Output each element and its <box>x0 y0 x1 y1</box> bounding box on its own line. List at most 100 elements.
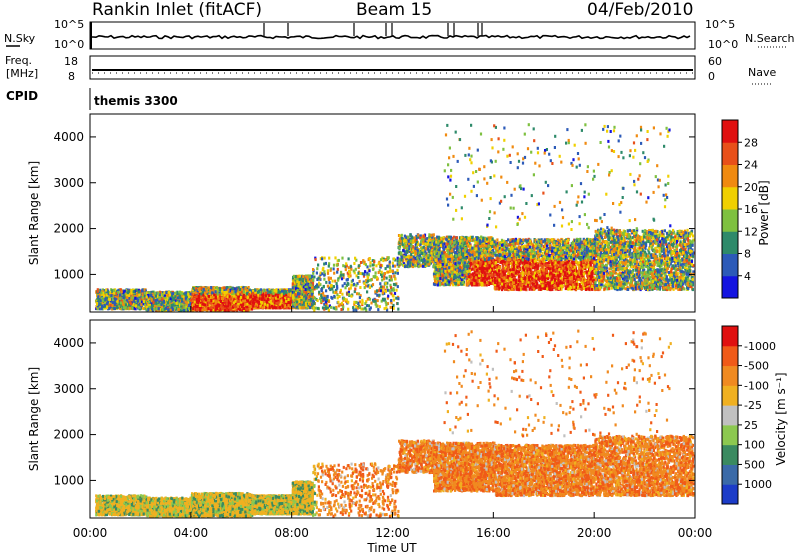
scatter-cell <box>270 300 272 303</box>
scatter-cell <box>187 299 189 302</box>
scatter-cell <box>215 296 217 299</box>
scatter-cell <box>196 309 198 312</box>
scatter-cell <box>112 301 114 304</box>
scatter-cell <box>262 306 264 309</box>
cpid-label: CPID <box>6 89 38 103</box>
scatter-cell <box>197 301 199 304</box>
scatter-cell <box>136 289 138 292</box>
scatter-cell <box>208 295 210 298</box>
scatter-cell <box>211 291 213 294</box>
nave-tick-bottom: 0 <box>708 70 715 83</box>
scatter-cell <box>272 300 274 303</box>
scatter-cell <box>281 294 283 297</box>
scatter-cell <box>216 286 218 289</box>
scatter-cell <box>106 302 108 305</box>
scatter-cell <box>235 287 237 290</box>
scatter-cell <box>288 304 290 307</box>
noise-sky-line <box>92 36 690 39</box>
scatter-cell <box>177 297 179 300</box>
scatter-cell <box>208 301 210 304</box>
scatter-cell <box>199 304 201 307</box>
scatter-cell <box>192 307 194 310</box>
freq-panel-frame <box>90 56 695 79</box>
scatter-cell <box>188 304 190 307</box>
scatter-cell <box>109 298 111 301</box>
scatter-cell <box>147 308 149 311</box>
scatter-cell <box>130 292 132 295</box>
scatter-cell <box>266 300 268 303</box>
scatter-cell <box>227 295 229 298</box>
scatter-cell <box>151 298 153 301</box>
scatter-cell <box>279 306 281 309</box>
scatter-cell <box>113 292 115 295</box>
scatter-cell <box>188 307 190 310</box>
noise-right-tick-bottom: 10^0 <box>708 38 738 51</box>
scatter-cell <box>199 287 201 290</box>
scatter-cell <box>129 307 131 310</box>
scatter-cell <box>128 290 130 293</box>
scatter-cell <box>170 309 172 312</box>
scatter-cell <box>132 296 134 299</box>
scatter-cell <box>288 293 290 296</box>
scatter-cell <box>122 296 124 299</box>
scatter-cell <box>285 300 287 303</box>
scatter-cell <box>101 307 103 310</box>
freq-label-line2: [MHz] <box>6 67 38 80</box>
scatter-cell <box>287 298 289 301</box>
scatter-cell <box>135 304 137 307</box>
scatter-cell <box>215 290 217 293</box>
scatter-cell <box>212 300 214 303</box>
scatter-cell <box>183 306 185 309</box>
scatter-cell <box>110 294 112 297</box>
scatter-cell <box>148 291 150 294</box>
scatter-cell <box>183 309 185 312</box>
scatter-cell <box>113 289 115 292</box>
scatter-cell <box>133 290 135 293</box>
scatter-cell <box>281 290 283 293</box>
scatter-cell <box>163 291 165 294</box>
scatter-cell <box>275 302 277 305</box>
scatter-cell <box>234 290 236 293</box>
scatter-cell <box>269 291 271 294</box>
scatter-cell <box>226 302 228 305</box>
scatter-cell <box>210 286 212 289</box>
freq-label-line1: Freq. <box>5 54 32 67</box>
scatter-cell <box>277 301 279 304</box>
freq-panel: Freq. [MHz] 18 8 60 0 Nave <box>5 54 776 84</box>
scatter-cell <box>152 301 154 304</box>
scatter-cell <box>244 287 246 290</box>
scatter-cell <box>116 306 118 309</box>
scatter-cell <box>214 308 216 311</box>
scatter-cell <box>146 296 148 299</box>
scatter-cell <box>187 293 189 296</box>
scatter-cell <box>169 293 171 296</box>
scatter-cell <box>215 306 217 309</box>
scatter-cell <box>259 297 261 300</box>
scatter-cell <box>260 301 262 304</box>
scatter-cell <box>243 290 245 293</box>
scatter-cell <box>226 299 228 302</box>
scatter-cell <box>121 290 123 293</box>
scatter-cell <box>119 297 121 300</box>
scatter-cell <box>207 307 209 310</box>
scatter-cell <box>272 292 274 295</box>
scatter-cell <box>237 296 239 299</box>
scatter-cell <box>221 307 223 310</box>
scatter-cell <box>143 300 145 303</box>
cpid-panel: CPID themis 3300 <box>6 88 178 110</box>
noise-right-label: N.Search <box>745 32 795 45</box>
scatter-cell <box>211 296 213 299</box>
scatter-cell <box>261 298 263 301</box>
scatter-cell <box>229 302 231 305</box>
scatter-cell <box>155 295 157 298</box>
scatter-cell <box>174 307 176 310</box>
scatter-cell <box>237 305 239 308</box>
scatter-cell <box>153 308 155 311</box>
scatter-cell <box>243 294 245 297</box>
scatter-cell <box>280 299 282 302</box>
scatter-cell <box>192 293 194 296</box>
scatter-cell <box>210 299 212 302</box>
scatter-cell <box>264 303 266 306</box>
scatter-cell <box>196 298 198 301</box>
